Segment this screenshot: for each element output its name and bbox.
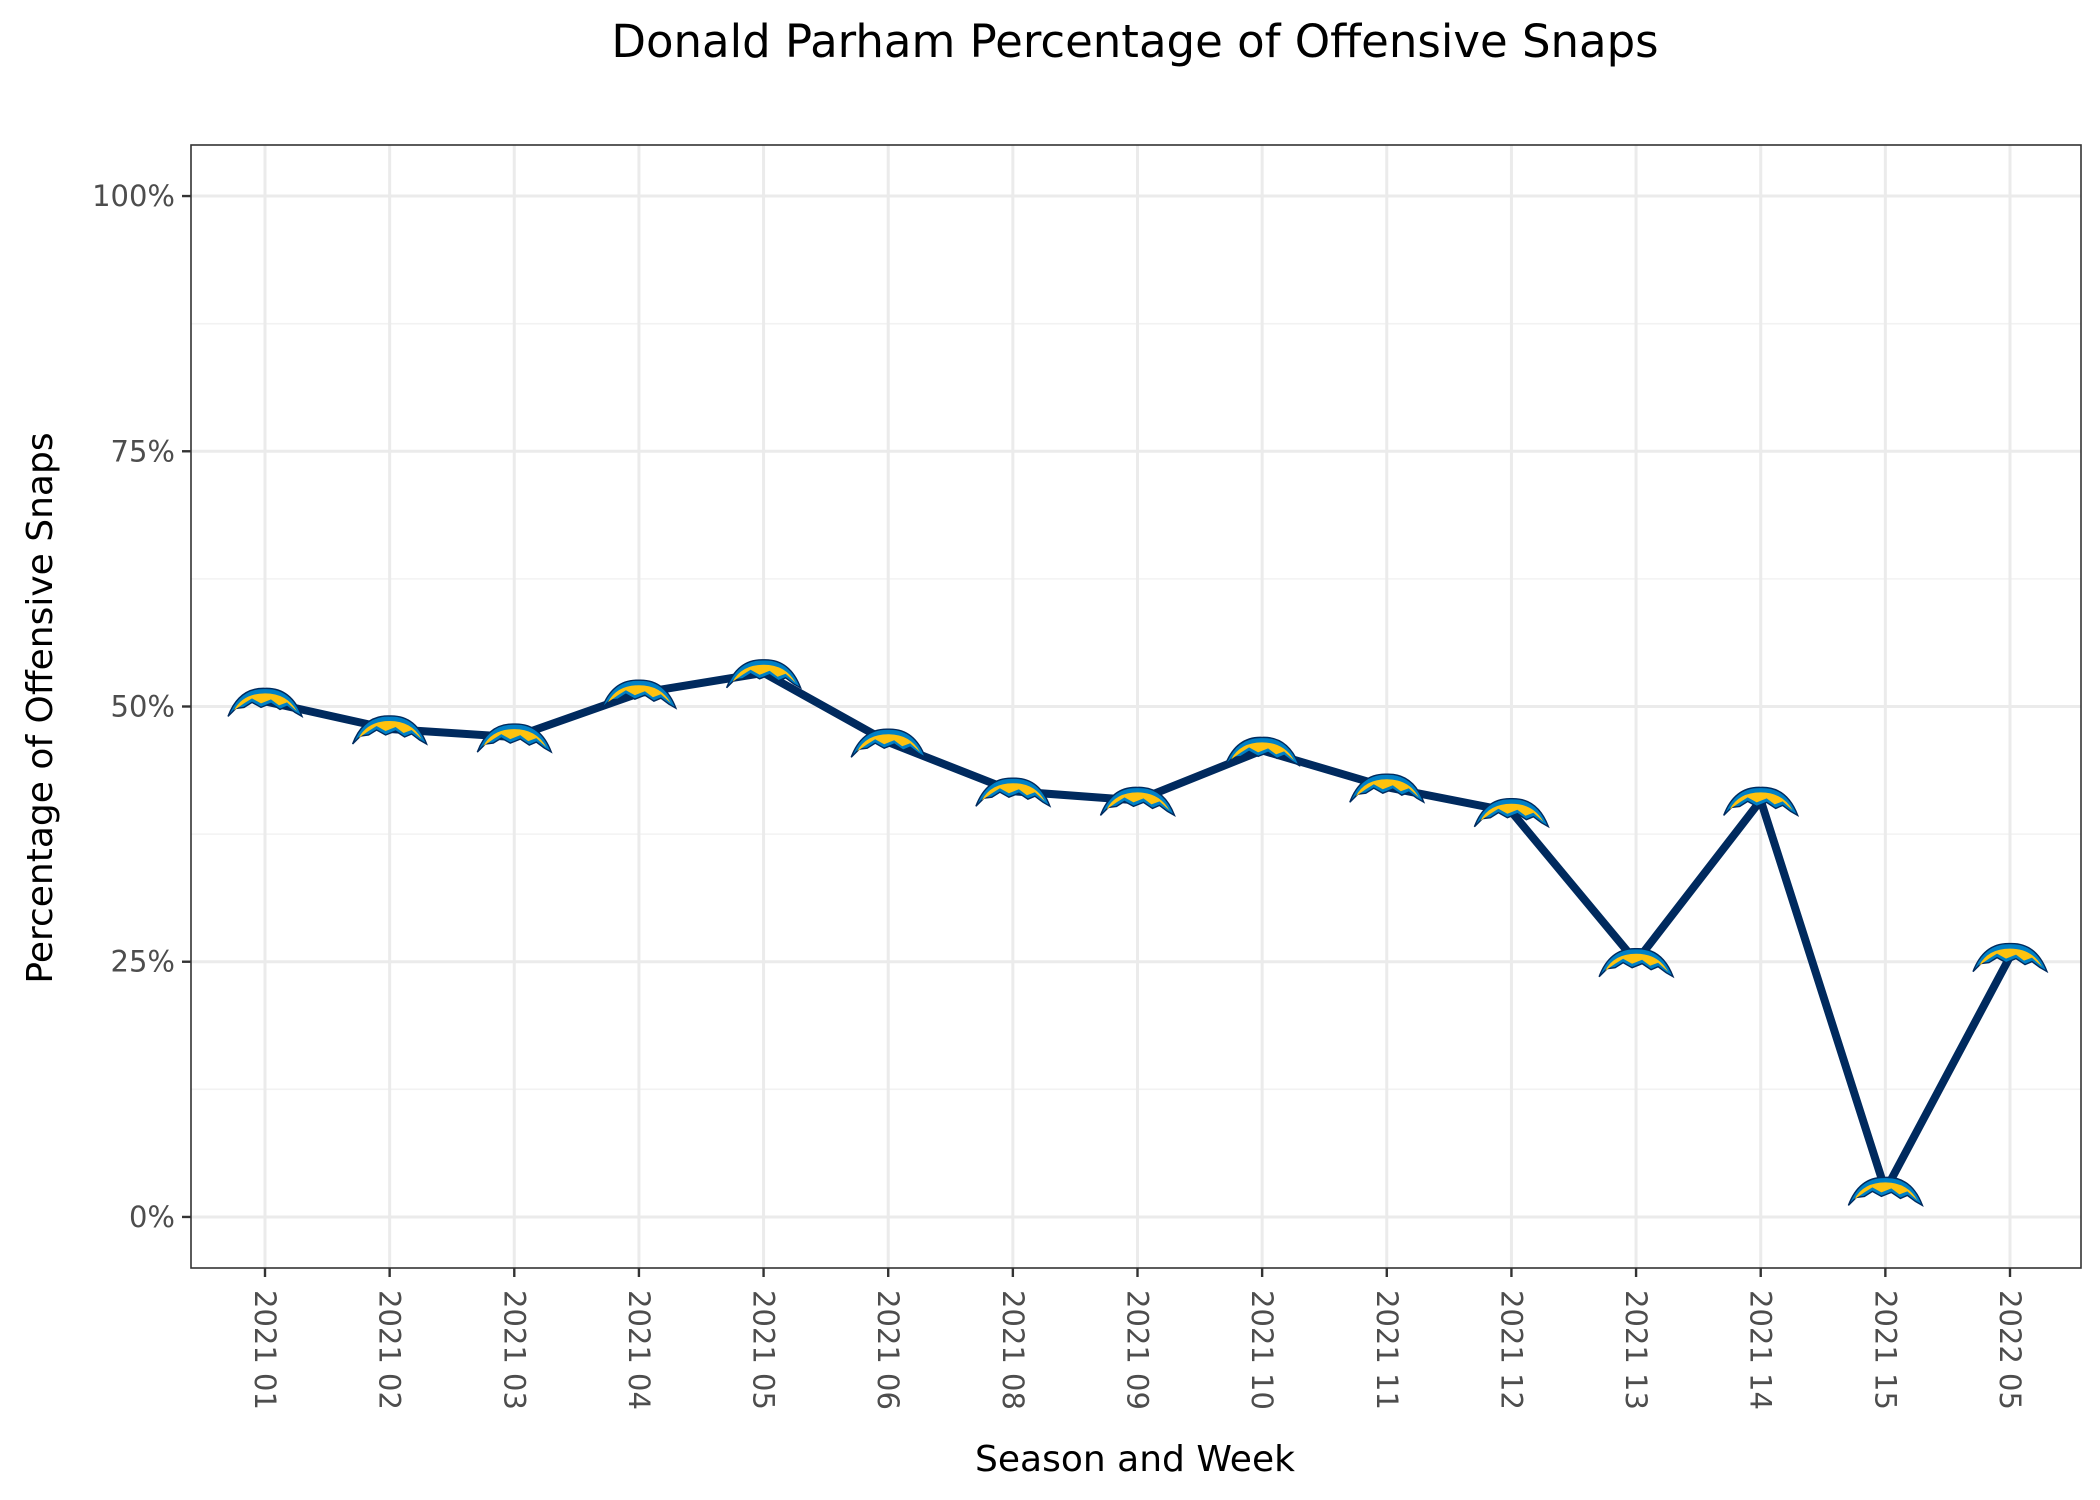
- team-logo-icon: [975, 777, 1052, 808]
- y-tick-label: 100%: [92, 179, 175, 213]
- x-tick-label: 2021 12: [1494, 1290, 1528, 1410]
- team-logo-icon: [351, 715, 428, 746]
- data-points: [227, 659, 2049, 1207]
- x-tick-label: 2022 05: [1993, 1290, 2027, 1410]
- y-tick-label: 0%: [129, 1200, 175, 1234]
- y-tick-label: 25%: [111, 945, 175, 979]
- team-logo-icon: [601, 679, 678, 710]
- x-tick-label: 2021 14: [1744, 1290, 1778, 1410]
- x-tick-label: 2021 08: [996, 1290, 1030, 1410]
- team-logo-icon: [1473, 797, 1550, 829]
- x-tick-label: 2021 04: [622, 1290, 656, 1410]
- x-tick-label: 2021 03: [497, 1290, 531, 1410]
- team-logo-icon: [725, 659, 802, 690]
- team-logo-icon: [227, 687, 304, 718]
- axis-ticks: 0% 25% 50% 75% 100% 2021 01 2021 02 2021 03 2021…: [92, 179, 2027, 1410]
- team-logo-icon: [1723, 786, 1800, 817]
- x-tick-label: 2021 02: [373, 1290, 407, 1410]
- x-tick-label: 2021 10: [1245, 1290, 1279, 1410]
- x-tick-label: 2021 09: [1121, 1290, 1155, 1410]
- team-logo-icon: [1598, 947, 1675, 979]
- chart-title: Donald Parham Percentage of Offensive Sn…: [611, 15, 1658, 68]
- team-logo-icon: [476, 723, 553, 754]
- team-logo-icon: [1224, 736, 1301, 767]
- x-tick-label: 2021 11: [1370, 1290, 1404, 1410]
- x-axis-title: Season and Week: [975, 1439, 1295, 1480]
- x-tick-label: 2021 06: [871, 1290, 905, 1410]
- y-tick-label: 75%: [111, 434, 175, 468]
- team-logo-icon: [1349, 773, 1426, 804]
- x-tick-label: 2021 05: [747, 1290, 781, 1410]
- team-logo-icon: [850, 728, 927, 759]
- x-tick-label: 2021 13: [1619, 1290, 1653, 1410]
- y-tick-label: 50%: [111, 690, 175, 724]
- grid: [191, 145, 2081, 1268]
- team-logo-icon: [1099, 786, 1176, 817]
- team-logo-icon: [1972, 942, 2049, 974]
- x-tick-label: 2021 01: [248, 1290, 282, 1410]
- x-tick-label: 2021 15: [1868, 1290, 1902, 1410]
- y-axis-title: Percentage of Offensive Snaps: [20, 432, 61, 983]
- team-logo-icon: [1847, 1176, 1924, 1207]
